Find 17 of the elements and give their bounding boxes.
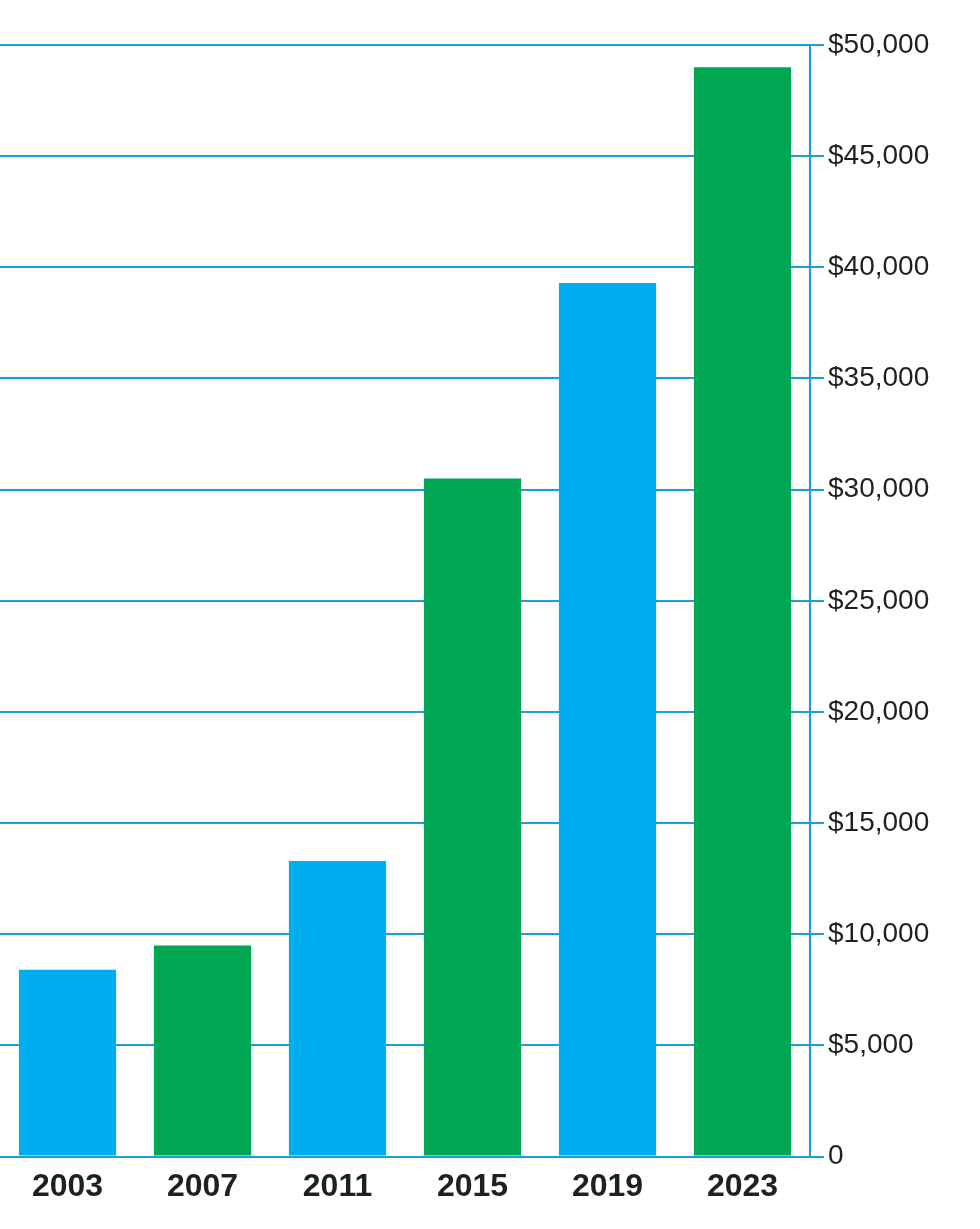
y-tick-label: $35,000: [828, 361, 930, 393]
y-tick-label: $15,000: [828, 805, 930, 837]
y-tick-label: $25,000: [828, 583, 930, 615]
y-tick-label: $30,000: [828, 472, 930, 504]
y-tick-label: $20,000: [828, 694, 930, 726]
y-tick-label: $40,000: [828, 250, 930, 282]
y-tick-label: $10,000: [828, 917, 930, 948]
y-tick-label: $5,000: [828, 1028, 914, 1060]
x-tick-label: 2015: [436, 1166, 509, 1203]
y-tick-label: 0: [828, 1139, 844, 1171]
x-tick-label: 2023: [706, 1166, 779, 1203]
y-tick-label: $50,000: [828, 27, 930, 59]
x-tick-label: 2011: [302, 1166, 373, 1203]
y-tick-label: $45,000: [828, 138, 930, 170]
x-tick-label: 2019: [571, 1166, 644, 1203]
x-tick-label: 2007: [166, 1166, 239, 1203]
x-tick-label: 2003: [31, 1166, 104, 1203]
